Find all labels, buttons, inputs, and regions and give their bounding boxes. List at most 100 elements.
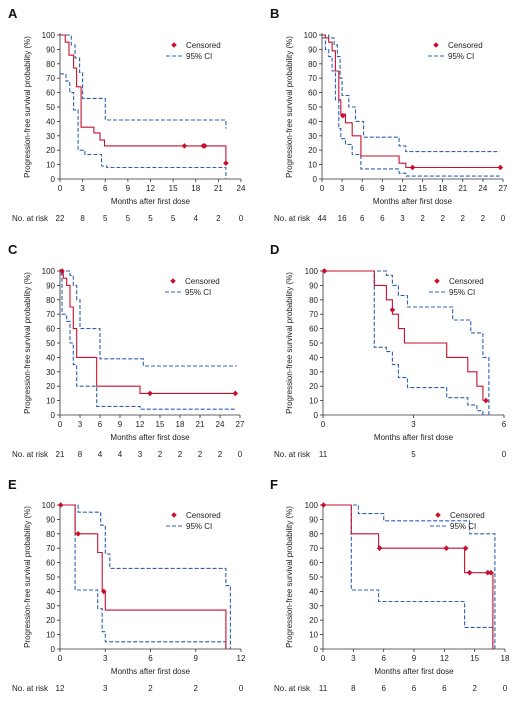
y-tick-label: 70 [46, 544, 55, 553]
legend-censored-label: Censored [449, 277, 484, 286]
risk-count: 16 [338, 214, 347, 223]
ci-lower-line [60, 504, 227, 649]
y-tick-label: 20 [309, 616, 318, 625]
y-tick-label: 10 [46, 161, 55, 170]
x-tick-label: 15 [156, 420, 165, 429]
y-tick-label: 70 [308, 74, 317, 83]
y-tick-label: 0 [51, 411, 56, 420]
censor-mark [321, 268, 328, 274]
ci-lower-line [323, 270, 484, 415]
x-tick-label: 0 [58, 420, 63, 429]
risk-count: 4 [98, 450, 103, 459]
x-tick-label: 9 [194, 654, 199, 663]
y-tick-label: 30 [46, 368, 55, 377]
panel-letter: C [8, 242, 18, 257]
x-tick-label: 15 [470, 654, 479, 663]
censor-mark [100, 588, 107, 595]
risk-count: 0 [238, 450, 243, 459]
y-tick-label: 10 [46, 397, 55, 406]
legend-ci-label: 95% CI [186, 522, 212, 531]
legend: Censored 95% CI [429, 277, 484, 297]
risk-count: 2 [216, 214, 221, 223]
censor-mark [483, 397, 489, 404]
censor-mark [485, 569, 491, 576]
censor-mark [232, 390, 239, 397]
y-tick-label: 0 [314, 645, 319, 654]
risk-count: 2 [420, 214, 425, 223]
censor-mark [497, 164, 504, 171]
x-tick-label: 12 [146, 184, 155, 193]
legend-ci-label: 95% CI [450, 522, 476, 531]
risk-count: 5 [148, 214, 153, 223]
y-tick-label: 60 [309, 325, 318, 334]
ci-lower-line [322, 37, 500, 177]
x-tick-label: 0 [321, 420, 326, 429]
risk-count: 3 [138, 450, 143, 459]
panel-letter: D [270, 242, 279, 257]
risk-count: 2 [218, 450, 223, 459]
y-tick-label: 20 [46, 616, 55, 625]
y-tick-label: 40 [309, 587, 318, 596]
y-tick-label: 80 [46, 296, 55, 305]
risk-count: 0 [239, 214, 244, 223]
censor-mark [147, 390, 153, 397]
censor-mark [462, 545, 469, 551]
y-axis-label: Progression-free survival probability (%… [23, 506, 32, 648]
y-tick-label: 90 [309, 515, 318, 524]
x-tick-label: 24 [478, 184, 487, 193]
risk-count: 21 [56, 450, 65, 459]
risk-count: 2 [472, 684, 477, 693]
y-tick-label: 30 [308, 132, 317, 141]
ci-upper-line [322, 34, 500, 153]
x-tick-label: 6 [360, 184, 365, 193]
censor-mark [409, 164, 416, 171]
censor-mark [389, 307, 396, 313]
x-tick-label: 6 [98, 420, 103, 429]
x-tick-label: 9 [412, 654, 417, 663]
y-tick-label: 90 [46, 45, 55, 54]
y-tick-label: 80 [309, 530, 318, 539]
ci-upper-line [60, 270, 237, 367]
y-axis-label: Progression-free survival probability (%… [23, 36, 32, 178]
y-tick-label: 10 [309, 397, 318, 406]
y-tick-label: 80 [308, 60, 317, 69]
censor-mark [466, 569, 473, 576]
risk-count: 6 [442, 684, 447, 693]
y-tick-label: 20 [46, 146, 55, 155]
x-tick-label: 9 [380, 184, 385, 193]
x-tick-label: 3 [78, 420, 83, 429]
legend-censored-label: Censored [450, 511, 485, 520]
censor-mark [488, 569, 494, 576]
x-tick-label: 12 [237, 654, 246, 663]
y-tick-label: 40 [46, 117, 55, 126]
x-tick-label: 21 [214, 184, 223, 193]
risk-count: 0 [502, 450, 507, 459]
risk-count: 22 [56, 214, 65, 223]
survival-curve [322, 34, 500, 169]
x-tick-label: 9 [118, 420, 123, 429]
risk-count: 8 [80, 214, 85, 223]
risk-count: 4 [118, 450, 123, 459]
legend-censored-label: Censored [186, 511, 221, 520]
censor-mark [181, 143, 188, 149]
y-tick-label: 90 [46, 515, 55, 524]
y-tick-label: 60 [46, 89, 55, 98]
risk-count: 5 [171, 214, 176, 223]
legend: Censored 95% CI [166, 41, 221, 61]
y-tick-label: 30 [309, 602, 318, 611]
legend: Censored 95% CI [430, 511, 485, 531]
x-tick-label: 15 [418, 184, 427, 193]
legend: Censored 95% CI [165, 277, 220, 297]
y-tick-label: 30 [309, 368, 318, 377]
y-tick-label: 50 [46, 103, 55, 112]
risk-label: No. at risk [12, 450, 49, 459]
x-tick-label: 27 [499, 184, 508, 193]
risk-count: 2 [461, 214, 466, 223]
y-tick-label: 100 [304, 31, 318, 40]
y-tick-label: 50 [309, 339, 318, 348]
x-tick-label: 0 [58, 184, 63, 193]
y-tick-label: 40 [46, 587, 55, 596]
